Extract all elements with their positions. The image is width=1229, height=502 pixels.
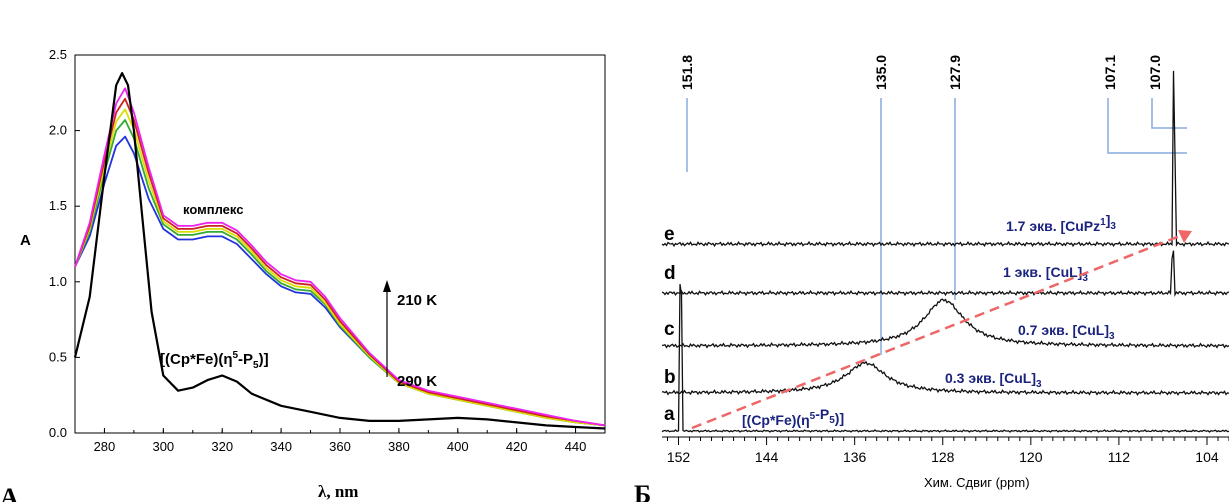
trace-label-c: 0.7 экв. [CuL]3 [1018,322,1115,342]
x-tick-label-b: 112 [1108,449,1131,465]
panel-label-b: Б [634,480,651,502]
peak-label: 151.8 [679,55,695,90]
plot-frame-a [74,54,606,434]
trace-letter: d [664,263,676,284]
spectrum-line-5 [74,87,606,427]
temp-low-label: 290 K [397,373,437,390]
spectrum-line-4 [74,97,606,427]
x-tick-label-b: 152 [667,449,691,465]
spectrum-line-0 [73,72,606,430]
peak-label: 127.9 [947,55,963,90]
x-tick-label-a: 440 [565,439,587,454]
uv-vis-chart: 280 300 320 340 360 380 400 420 440 0.0 0.5 1.0 1.5… [0,47,606,502]
nmr-trace-d [661,250,1229,297]
nmr-trace-a [661,284,1229,433]
trace-letter: b [664,367,676,388]
trace-label-e: 1.7 экв. [CuPz1]3 [1006,212,1116,234]
y-tick-label-a: 2.5 [49,47,67,62]
x-tick-label-a: 280 [94,439,116,454]
trace-label-d: 1 экв. [CuL]3 [1003,264,1088,284]
peak-label: 135.0 [873,55,889,90]
x-tick-label-a: 400 [447,439,469,454]
x-tick-label-a: 300 [152,439,174,454]
y-tick-label-a: 1.5 [49,198,67,213]
y-tick-label-a: 2.0 [49,123,67,138]
x-axis-label-a: λ, nm [318,482,358,501]
x-tick-label-b: 136 [843,449,867,465]
panel-label-a: А [0,483,19,502]
trend-arrow [691,230,1191,430]
spectrum-line-1 [74,135,606,427]
x-axis-label-b: Хим. Сдвиг (ppm) [924,475,1030,490]
nmr-trace-b [661,360,1229,396]
y-tick-label-a: 1.0 [49,274,67,289]
trace-letter: c [664,319,675,340]
x-tick-label-a: 380 [388,439,410,454]
trace-letter: a [664,404,675,425]
trace-letter: e [664,224,675,245]
x-tick-label-a: 340 [270,439,292,454]
nmr-spectra-chart: 152 144 136 128 120 112 104 151.8 135.0 127.9 107… [634,55,1229,502]
nmr-trace-c [661,298,1229,349]
y-tick-label-a: 0.5 [49,349,67,364]
ref-line-107-1 [1107,98,1187,154]
trend-arrow-head [1178,230,1192,243]
peak-label: 107.1 [1102,55,1118,90]
arrow-head [383,280,391,292]
ref-line-107-0 [1151,98,1187,129]
x-tick-label-a: 360 [329,439,351,454]
x-tick-label-b: 144 [755,449,779,465]
complex-label: комплекс [183,202,243,217]
temp-high-label: 210 K [397,292,437,309]
free-ligand-label-a: [(Cp*Fe)(η5-P5)] [160,350,269,371]
x-tick-label-a: 320 [211,439,233,454]
x-tick-label-a: 420 [506,439,528,454]
peak-label: 107.0 [1147,55,1163,90]
y-tick-label-a: 0.0 [49,425,67,440]
trace-label-a: [(Cp*Fe)(η5-P5)] [742,406,844,428]
nmr-trace-e [661,70,1229,248]
x-tick-label-b: 104 [1195,449,1219,465]
spectrum-line-2 [74,119,606,427]
trace-label-b: 0.3 экв. [CuL]3 [945,370,1042,390]
x-tick-label-b: 128 [931,449,955,465]
y-axis-label-a: A [20,232,31,249]
x-tick-label-b: 120 [1019,449,1043,465]
spectrum-line-3 [74,108,606,427]
